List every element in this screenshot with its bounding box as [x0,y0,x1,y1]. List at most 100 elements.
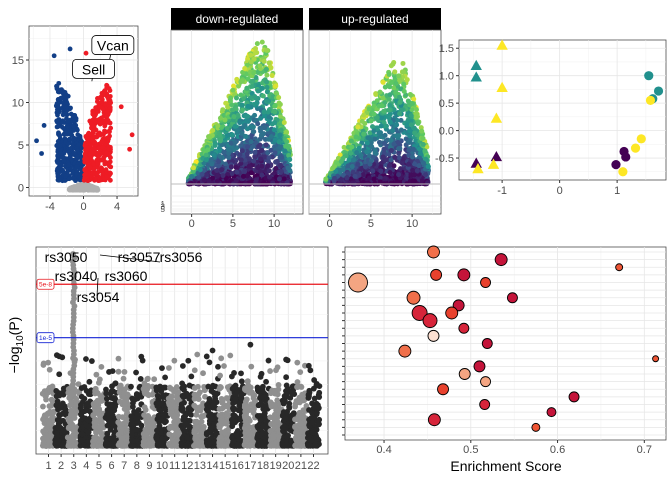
de-point [66,176,72,182]
x-tick-label: 0 [557,185,563,197]
snp-point [133,391,140,397]
de-point [107,159,113,165]
de-point [118,104,124,110]
expression-point [225,104,231,110]
expression-point [276,95,282,101]
expression-point [252,154,258,160]
expression-point [264,79,270,85]
expression-point [258,115,264,121]
expression-point [232,139,238,145]
snp-point [96,406,103,412]
de-point [104,174,110,180]
snp-point [145,413,151,419]
de-point [79,139,84,144]
expression-point [386,72,392,78]
expression-point [346,157,352,163]
expression-point [373,91,379,97]
snp-point [53,388,60,394]
expression-point [203,152,209,158]
expression-point [394,133,400,139]
sample-triangle [496,81,508,92]
expression-point [380,79,386,85]
expression-point [372,136,378,142]
de-point [56,89,62,95]
expression-point [268,65,274,71]
de-point [79,145,84,151]
y-tick-label: 15 [12,55,24,67]
de-point [103,167,109,173]
expression-point [242,122,248,128]
expression-point [281,120,287,126]
expression-point [222,161,228,167]
expression-point [219,167,225,173]
expression-point [190,168,196,174]
de-point [39,151,44,156]
expression-point [397,111,403,117]
de-point [54,124,60,130]
snp-point [149,420,156,427]
expression-point [398,166,404,172]
expression-point [281,176,287,182]
expression-point [252,93,258,99]
expression-point [376,139,382,145]
de-point [93,105,99,111]
expression-point [367,161,373,167]
expression-point [264,72,270,78]
expression-point [355,161,361,167]
expression-point [188,174,194,180]
de-point [87,151,93,157]
expression-point [190,165,196,171]
de-point [96,153,102,158]
de-point [107,106,113,111]
expression-point [349,144,355,150]
expression-point [259,172,265,178]
expression-point [388,147,394,153]
expression-point [409,106,415,112]
expression-point [250,129,256,135]
de-point [85,136,91,141]
expression-point [413,111,419,117]
expression-point [233,178,239,184]
expression-point [239,107,245,113]
expression-point [263,142,269,148]
snp-point [116,398,123,405]
expression-point [391,163,397,169]
de-point [74,127,80,133]
sample-circle [618,167,628,177]
snp-point [151,376,158,383]
expression-point [209,161,215,167]
ylabel-sub: 10 [15,335,26,347]
de-point [74,154,80,160]
de-point [92,176,98,181]
expression-point [356,145,362,151]
x-tick-label: -1 [497,185,507,197]
expression-point [203,172,209,178]
expression-point [420,141,426,147]
expression-point [238,92,244,98]
facet-label-down: down-regulated [196,12,279,26]
expression-point [199,171,205,177]
expression-point [207,134,213,140]
sample-circle [645,95,656,105]
expression-point [371,111,377,117]
snp-point [78,431,85,437]
expression-point [364,140,370,146]
expression-point [277,132,283,138]
de-point [103,101,108,107]
expression-point [366,153,372,159]
expression-point [251,70,257,76]
snp-point [97,393,104,399]
de-point [104,150,109,156]
expression-point [267,174,273,180]
expression-point [338,158,344,164]
de-point [101,90,107,96]
expression-point [378,123,384,129]
de-point [94,171,100,177]
expression-point [413,115,419,121]
expression-point [409,100,415,106]
expression-point [266,155,272,161]
expression-point [425,164,431,170]
expression-point [245,76,251,82]
de-point [90,161,96,167]
